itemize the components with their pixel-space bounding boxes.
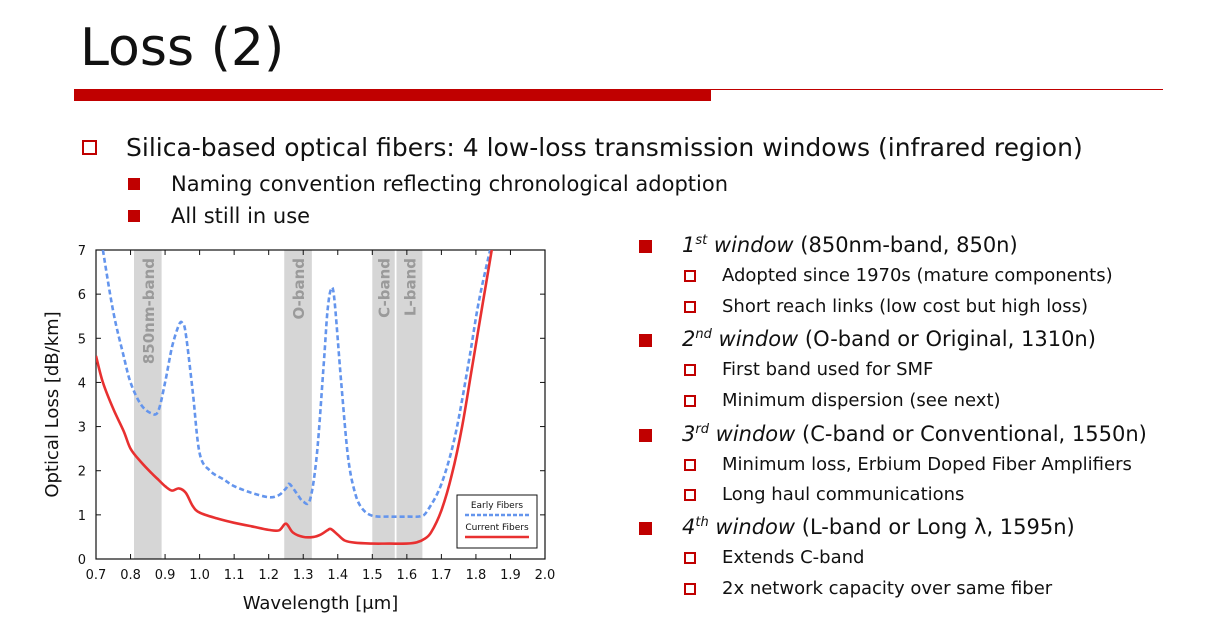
window-label: window bbox=[707, 233, 794, 257]
y-tick-label: 2 bbox=[78, 465, 86, 480]
window-point-text: Minimum dispersion (see next) bbox=[722, 390, 1001, 411]
x-tick-label: 1.0 bbox=[189, 568, 210, 583]
y-tick-label: 6 bbox=[78, 288, 86, 303]
window-ordinal: 4 bbox=[682, 515, 696, 539]
window-ordinal: 2 bbox=[682, 327, 696, 351]
hollow-square-bullet-icon bbox=[684, 459, 696, 471]
window-detail: (L-band or Long λ, 1595n) bbox=[795, 515, 1075, 539]
x-tick-label: 0.9 bbox=[155, 568, 176, 583]
x-tick-label: 1.6 bbox=[397, 568, 418, 583]
band-label: C-band bbox=[376, 258, 394, 318]
y-tick-label: 7 bbox=[78, 244, 86, 259]
band-c-band bbox=[372, 250, 395, 559]
loss-chart: 850nm-band O-band C-band L-band 0.7 0.8 0.9 1.0… bbox=[42, 244, 556, 614]
legend-label: Current Fibers bbox=[465, 523, 529, 533]
x-tick-label: 1.4 bbox=[327, 568, 348, 583]
hollow-square-bullet-icon bbox=[684, 301, 696, 313]
x-tick-label: 1.7 bbox=[431, 568, 452, 583]
window-detail: (O-band or Original, 1310n) bbox=[798, 327, 1096, 351]
x-tick-label: 1.9 bbox=[500, 568, 521, 583]
x-axis-label: Wavelength [μm] bbox=[243, 593, 399, 614]
y-tick-label: 0 bbox=[78, 553, 86, 568]
x-tick-label: 1.2 bbox=[258, 568, 279, 583]
window-point-text: 2x network capacity over same fiber bbox=[722, 578, 1053, 599]
window-point-text: Long haul communications bbox=[722, 484, 965, 505]
window-label: window bbox=[708, 422, 796, 446]
window-point-text: Extends C-band bbox=[722, 547, 865, 568]
band-label: 850nm-band bbox=[140, 258, 158, 364]
x-tick-label: 2.0 bbox=[535, 568, 556, 583]
hollow-square-bullet-icon bbox=[684, 395, 696, 407]
window-ordinal-suffix: th bbox=[695, 515, 709, 530]
window-ordinal-suffix: rd bbox=[695, 422, 709, 437]
x-tick-label: 0.7 bbox=[86, 568, 107, 583]
filled-square-bullet-icon bbox=[639, 240, 652, 253]
band-l-band bbox=[396, 250, 423, 559]
hollow-square-bullet-icon bbox=[684, 489, 696, 501]
window-label: window bbox=[708, 515, 796, 539]
main-bullet-text: Silica-based optical fibers: 4 low-loss … bbox=[126, 133, 1083, 162]
filled-square-bullet-icon bbox=[128, 178, 140, 190]
legend-box bbox=[456, 494, 538, 549]
y-tick-label: 3 bbox=[78, 421, 86, 436]
filled-square-bullet-icon bbox=[128, 210, 140, 222]
y-tick-label: 1 bbox=[78, 509, 86, 524]
title-underline-thick bbox=[74, 89, 711, 101]
early-fibers-series bbox=[101, 250, 492, 519]
window-label: window bbox=[711, 327, 799, 351]
filled-square-bullet-icon bbox=[639, 334, 652, 347]
title-underline-thin bbox=[711, 89, 1163, 90]
window-ordinal-suffix: nd bbox=[695, 327, 712, 342]
y-tick-label: 4 bbox=[78, 376, 86, 391]
x-tick-label: 1.8 bbox=[466, 568, 487, 583]
sub-bullet-text: All still in use bbox=[171, 204, 311, 228]
window-detail: (850nm-band, 850n) bbox=[793, 233, 1018, 257]
sub-bullet-text: Naming convention reflecting chronologic… bbox=[171, 172, 729, 196]
band-o-band bbox=[284, 250, 312, 559]
filled-square-bullet-icon bbox=[639, 429, 652, 442]
plot-frame bbox=[95, 249, 546, 560]
legend-label: Early Fibers bbox=[471, 501, 524, 511]
hollow-square-bullet-icon bbox=[684, 364, 696, 376]
x-tick-label: 1.3 bbox=[293, 568, 314, 583]
band-label: O-band bbox=[290, 258, 308, 320]
window-point-text: Adopted since 1970s (mature components) bbox=[722, 265, 1113, 286]
window-ordinal-suffix: st bbox=[695, 233, 708, 248]
band-label: L-band bbox=[401, 258, 419, 316]
hollow-square-bullet-icon bbox=[82, 140, 97, 155]
slide-title: Loss (2) bbox=[80, 18, 285, 78]
x-tick-label: 0.8 bbox=[120, 568, 141, 583]
window-detail: (C-band or Conventional, 1550n) bbox=[795, 422, 1147, 446]
x-tick-label: 1.5 bbox=[362, 568, 383, 583]
x-tick-label: 1.1 bbox=[224, 568, 245, 583]
hollow-square-bullet-icon bbox=[684, 583, 696, 595]
window-point-text: Minimum loss, Erbium Doped Fiber Amplifi… bbox=[722, 454, 1132, 475]
window-ordinal: 3 bbox=[682, 422, 696, 446]
window-point-text: Short reach links (low cost but high los… bbox=[722, 296, 1089, 317]
filled-square-bullet-icon bbox=[639, 522, 652, 535]
hollow-square-bullet-icon bbox=[684, 270, 696, 282]
window-point-text: First band used for SMF bbox=[722, 359, 934, 380]
y-axis-label: Optical Loss [dB/km] bbox=[42, 311, 63, 497]
band-850nm-band bbox=[133, 250, 162, 559]
current-fibers-series bbox=[96, 250, 494, 545]
window-ordinal: 1 bbox=[682, 233, 696, 257]
y-tick-label: 5 bbox=[78, 332, 86, 347]
hollow-square-bullet-icon bbox=[684, 552, 696, 564]
